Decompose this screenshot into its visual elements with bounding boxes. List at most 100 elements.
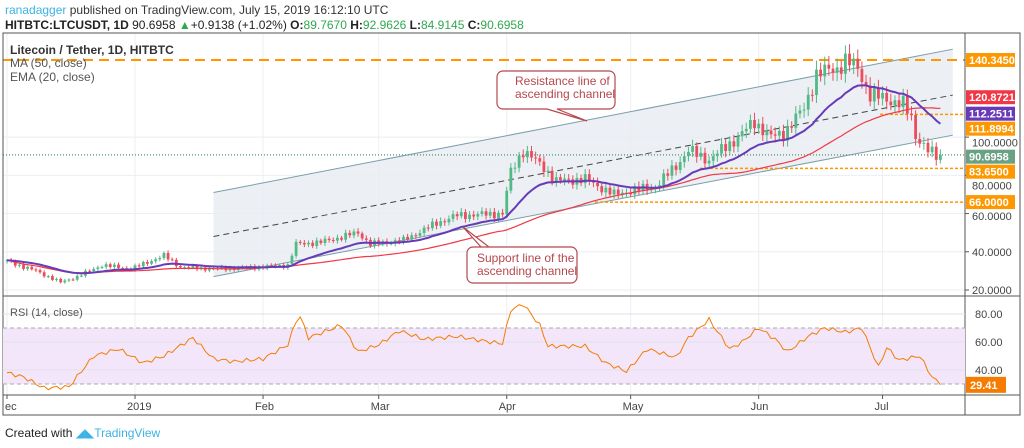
- candle-body: [715, 153, 719, 157]
- candle-body: [166, 252, 170, 260]
- candle-body: [158, 258, 162, 260]
- candle-body: [410, 235, 414, 240]
- candle-body: [678, 162, 682, 170]
- rsi-axis-label: 60.00: [975, 337, 1003, 349]
- candle-body: [843, 53, 847, 74]
- candle-body: [687, 151, 690, 157]
- candle-body: [141, 262, 145, 267]
- support-callout-line2: ascending channel: [477, 264, 577, 278]
- candle-body: [46, 276, 50, 278]
- candle-body: [802, 109, 806, 111]
- candle-body: [790, 126, 794, 128]
- candle-body: [352, 231, 356, 236]
- candle-body: [133, 265, 137, 271]
- rsi-legend[interactable]: RSI (14, close): [10, 307, 83, 319]
- price-label: 90.6958: [969, 152, 1009, 164]
- candle-body: [360, 233, 364, 239]
- resistance-callout-line1: Resistance line of: [515, 74, 610, 88]
- candle-body: [736, 136, 740, 147]
- candle-body: [893, 100, 897, 106]
- candle-body: [761, 123, 765, 136]
- candle-body: [724, 144, 728, 152]
- channel-midline[interactable]: [213, 94, 953, 237]
- author-link[interactable]: ranadagger: [5, 3, 67, 17]
- candle-body: [319, 240, 323, 244]
- footer-text: Created with: [5, 426, 73, 440]
- candle-body: [720, 144, 723, 154]
- candle-body: [509, 167, 513, 191]
- candle-body: [191, 265, 195, 268]
- candle-body: [554, 177, 558, 182]
- candle-body: [71, 279, 75, 281]
- candle-body: [220, 266, 224, 269]
- price-label: 112.2511: [969, 109, 1014, 121]
- price-label-badge: [966, 90, 1015, 105]
- open-label: O:: [290, 18, 304, 32]
- candle-body: [323, 238, 327, 244]
- candle-body: [464, 212, 467, 219]
- candle-body: [170, 259, 174, 261]
- horizontal-levels: [3, 59, 965, 203]
- candle-body: [51, 276, 54, 280]
- candle-body: [42, 272, 46, 277]
- candle-body: [327, 238, 331, 240]
- time-label: May: [623, 401, 644, 413]
- publish-info: ranadagger published on TradingView.com,…: [5, 3, 388, 17]
- price-label-badge: [966, 164, 1015, 179]
- candle-body: [497, 212, 500, 219]
- candle-body: [505, 190, 509, 215]
- candle-body: [96, 267, 100, 269]
- symbol-info: HITBTC:LTCUSDT, 1D 90.6958 ▲+0.9138 (+1.…: [5, 18, 524, 32]
- time-axis[interactable]: ec 2019 Feb Mar Apr May Jun Jul: [5, 395, 889, 413]
- chart-border: [2, 32, 1021, 416]
- candle-body: [567, 178, 571, 180]
- candle-body: [872, 87, 876, 102]
- candle-body: [331, 239, 335, 241]
- candle-body: [315, 240, 319, 247]
- candle-body: [864, 82, 868, 86]
- candle-body: [773, 134, 777, 136]
- price-axis[interactable]: 140.3450 120.8721 112.2511 111.8994 100.0000…: [965, 53, 1018, 297]
- candle-body: [901, 95, 905, 108]
- candle-body: [740, 131, 744, 137]
- candle-body: [538, 158, 542, 162]
- candle-body: [414, 235, 418, 237]
- resistance-line[interactable]: [213, 48, 953, 194]
- ma-legend[interactable]: MA (50, close): [10, 56, 87, 70]
- resistance-callout: Resistance line of ascending channel: [496, 70, 616, 122]
- candle-body: [827, 64, 831, 69]
- candle-body: [728, 141, 732, 152]
- candle-body: [302, 242, 306, 245]
- candle-body: [777, 130, 781, 136]
- candle-body: [749, 120, 752, 129]
- candle-body: [447, 218, 451, 223]
- candle-body: [179, 266, 182, 268]
- candle-body: [848, 53, 851, 66]
- candle-body: [839, 67, 843, 74]
- resistance-callout-line2: ascending channel: [515, 87, 615, 101]
- low-label: L:: [409, 18, 421, 32]
- candle-body: [620, 192, 624, 195]
- candle-body: [530, 151, 533, 158]
- candle-body: [30, 266, 34, 270]
- candle-body: [298, 241, 302, 243]
- candle-body: [732, 141, 736, 147]
- candle-body: [117, 264, 120, 269]
- candle-body: [587, 174, 591, 182]
- tradingview-link[interactable]: TradingView: [94, 426, 161, 440]
- candle-body: [513, 167, 517, 169]
- candle-body: [406, 236, 410, 240]
- time-label: ec: [5, 401, 17, 413]
- candle-body: [488, 211, 492, 216]
- ema-legend[interactable]: EMA (20, close): [10, 70, 95, 84]
- candle-body: [707, 160, 711, 164]
- candle-body: [542, 161, 546, 173]
- candle-body: [596, 182, 599, 187]
- candle-body: [88, 270, 91, 272]
- candle-body: [443, 221, 447, 223]
- time-label: Feb: [255, 401, 274, 413]
- time-label: Mar: [371, 401, 390, 413]
- candle-body: [926, 142, 930, 153]
- support-line[interactable]: [213, 134, 953, 278]
